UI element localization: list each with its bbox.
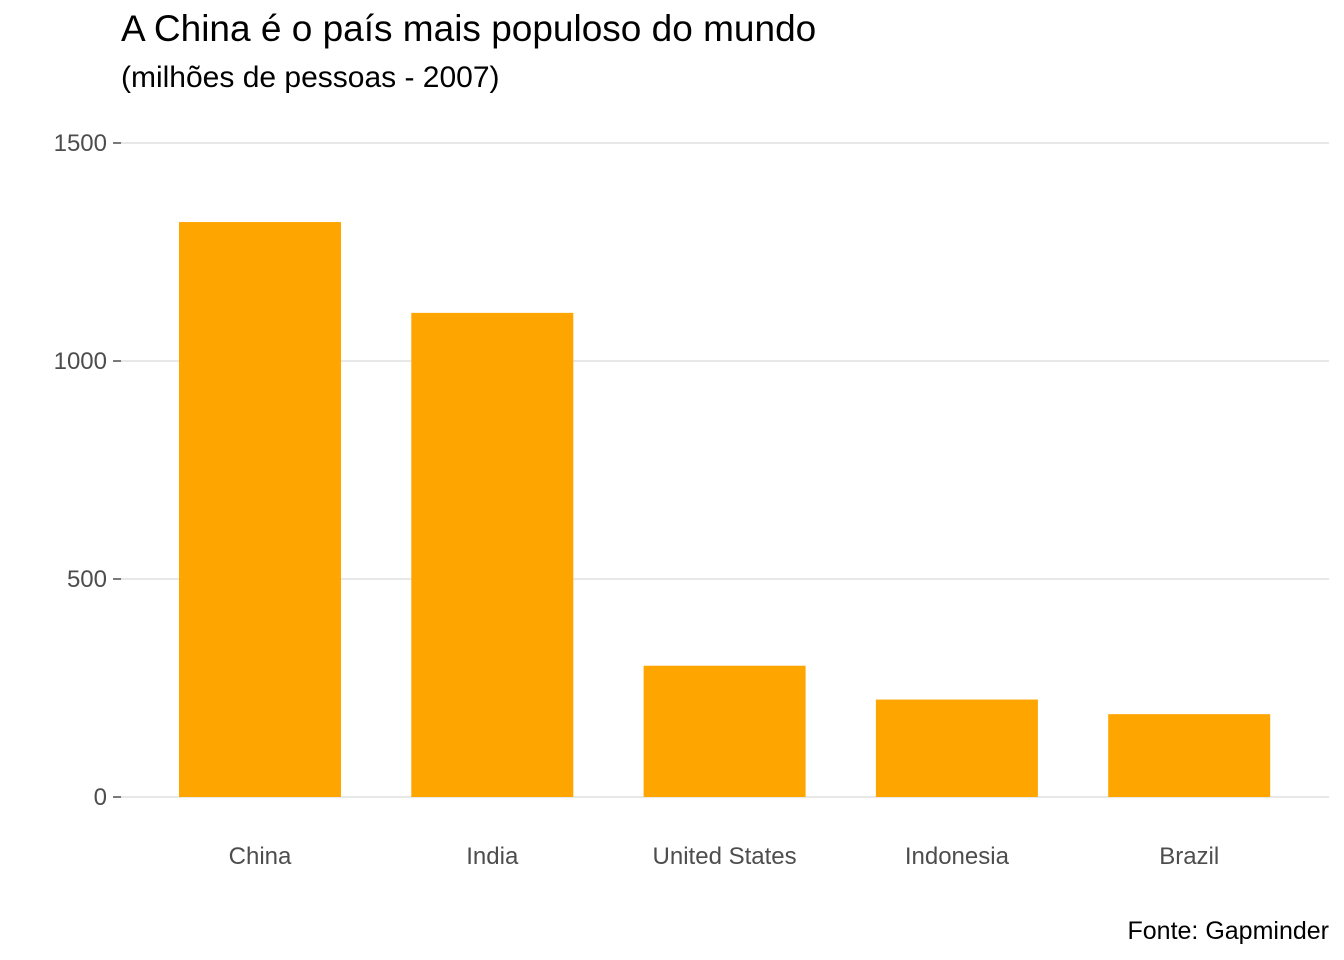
bar-indonesia: [875, 699, 1038, 797]
y-tick-label: 0: [94, 784, 107, 811]
bar-china: [179, 222, 341, 797]
chart-title: A China é o país mais populoso do mundo: [121, 8, 817, 49]
x-tick-label: China: [229, 843, 292, 870]
x-tick-label: Indonesia: [905, 843, 1010, 870]
axis-labels: 0 500 1000 1500 China India United States Indon…: [54, 130, 1220, 870]
bar-india: [411, 312, 574, 797]
bar-united-states: [643, 665, 806, 797]
y-tick-label: 1500: [54, 130, 107, 157]
y-tick-label: 500: [67, 566, 107, 593]
y-tick-label: 1000: [54, 348, 107, 375]
source-caption: Fonte: Gapminder: [1127, 917, 1330, 945]
bars: [179, 222, 1271, 797]
chart-subtitle: (milhões de pessoas - 2007): [121, 61, 500, 94]
bar-brazil: [1108, 714, 1271, 797]
x-tick-label: United States: [653, 843, 797, 870]
x-tick-label: India: [466, 843, 519, 870]
x-tick-label: Brazil: [1159, 843, 1219, 870]
